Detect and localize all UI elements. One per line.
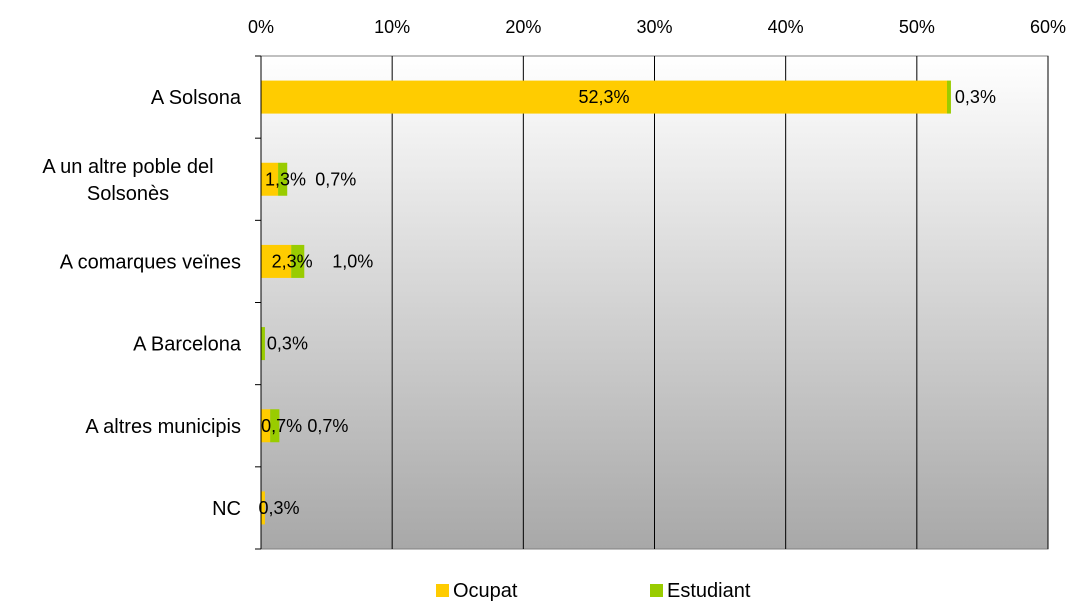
x-tick-label: 10% [374, 17, 410, 37]
bar-ocupat [261, 80, 948, 114]
data-label-ocupat: 0,3% [258, 498, 299, 518]
data-label-ocupat: 1,3% [265, 169, 306, 189]
data-label-estudiant: 0,3% [267, 334, 308, 354]
x-tick-label: 40% [768, 17, 804, 37]
data-label-ocupat: 2,3% [272, 251, 313, 271]
data-label-estudiant: 0,7% [315, 169, 356, 189]
bar-ocupat [261, 244, 292, 278]
bar-estudiant [291, 244, 305, 278]
data-label-ocupat: 52,3% [578, 87, 629, 107]
category-label: A un altre poble del [42, 156, 213, 178]
category-label: A Barcelona [133, 334, 242, 356]
category-label: A comarques veïnes [60, 251, 241, 273]
data-label-estudiant: 0,3% [955, 87, 996, 107]
data-label-estudiant: 1,0% [332, 251, 373, 271]
legend-label-estudiant: Estudiant [667, 580, 751, 602]
bar-estudiant [270, 409, 280, 443]
legend-swatch-estudiant [650, 584, 663, 597]
legend-swatch-ocupat [436, 584, 449, 597]
bar-ocupat [261, 409, 271, 443]
x-tick-label: 60% [1030, 17, 1066, 37]
category-label: Solsonès [87, 183, 169, 205]
legend-label-ocupat: Ocupat [453, 580, 518, 602]
legend: Ocupat Estudiant [436, 580, 751, 602]
bar-ocupat [261, 162, 279, 196]
category-label: A altres municipis [85, 416, 241, 438]
category-label: NC [212, 498, 241, 520]
bar-estudiant [261, 327, 265, 361]
bar-estudiant [947, 80, 951, 114]
bar-ocupat [261, 491, 265, 525]
data-label-estudiant: 0,7% [307, 416, 348, 436]
x-tick-label: 30% [636, 17, 672, 37]
data-labels: 52,3% 0,3%1,3% 0,7%2,3% 1,0%0,3%0,7% 0,7%0,3… [258, 87, 996, 518]
data-label-ocupat: 0,7% [261, 416, 302, 436]
bars [261, 80, 951, 525]
x-tick-label: 50% [899, 17, 935, 37]
x-tick-label: 0% [248, 17, 274, 37]
category-label: A Solsona [151, 87, 242, 109]
axes: 0% 10% 20% 30% 40% 50% 60% A Solsona A un altre … [42, 17, 1066, 550]
gridlines [391, 56, 1049, 549]
x-tick-label: 20% [505, 17, 541, 37]
bar-estudiant [278, 162, 288, 196]
